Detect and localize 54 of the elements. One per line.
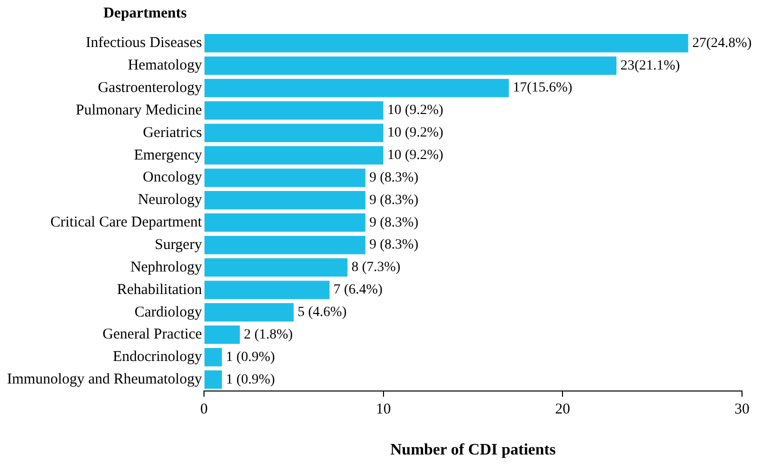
bar xyxy=(204,124,384,142)
data-label: 2 (1.8%) xyxy=(244,327,294,342)
bar xyxy=(204,258,348,277)
y-tick-label: Oncology xyxy=(142,170,202,186)
data-label: 1 (0.9%) xyxy=(226,372,276,388)
x-tick-label: 20 xyxy=(555,402,570,418)
x-tick-label: 30 xyxy=(734,402,750,418)
data-label: 17(15.6%) xyxy=(512,80,573,96)
x-tick-label: 0 xyxy=(200,402,208,418)
y-tick-label: Emergency xyxy=(134,147,202,164)
y-tick-label: Rehabilitation xyxy=(116,282,202,298)
y-tick-label: Nephrology xyxy=(130,259,202,276)
bar xyxy=(204,190,366,210)
y-tick-label: Hematology xyxy=(128,58,202,74)
data-label: 7 (6.4%) xyxy=(334,282,383,298)
y-tick-label: Pulmonary Medicine xyxy=(76,102,202,118)
y-tick-label: Geriatrics xyxy=(142,124,202,141)
data-label: 27(24.8%) xyxy=(692,36,752,51)
data-label: 9 (8.3%) xyxy=(369,238,419,253)
y-tick-label: Cardiology xyxy=(134,304,202,320)
bar xyxy=(204,348,222,366)
y-tick-label: Critical Care Department xyxy=(50,214,203,231)
data-label: 9 (8.3%) xyxy=(369,215,419,230)
bar xyxy=(204,146,384,165)
y-tick-label: Endocrinology xyxy=(112,349,202,366)
bar xyxy=(204,280,330,300)
data-label: 5 (4.6%) xyxy=(298,304,347,320)
y-tick-label: Gastroenterology xyxy=(98,80,202,96)
y-tick-label: General Practice xyxy=(102,326,202,343)
y-axis-title: Departments xyxy=(103,5,187,22)
bar xyxy=(204,34,688,52)
bar xyxy=(204,78,509,98)
data-label: 9 (8.3%) xyxy=(369,192,419,208)
bar xyxy=(204,236,366,254)
y-tick-label: Immunology and Rheumatology xyxy=(6,372,202,388)
bar xyxy=(204,56,616,75)
bar xyxy=(204,326,240,344)
data-label: 10 (9.2%) xyxy=(387,148,444,164)
bar xyxy=(204,370,222,389)
y-tick-label: Infectious Diseases xyxy=(86,35,202,52)
bar xyxy=(204,101,384,120)
x-tick-label: 10 xyxy=(376,402,391,418)
y-tick-label: Surgery xyxy=(154,236,202,253)
data-label: 1 (0.9%) xyxy=(226,350,276,365)
bar xyxy=(204,213,366,232)
y-tick-label: Neurology xyxy=(138,192,202,208)
data-label: 9 (8.3%) xyxy=(369,170,419,186)
x-axis-title: Number of CDI patients xyxy=(390,442,556,459)
bar xyxy=(204,303,294,322)
bar xyxy=(204,168,366,187)
data-label: 8 (7.3%) xyxy=(351,260,401,276)
data-label: 23(21.1%) xyxy=(620,58,680,74)
data-label: 10 (9.2%) xyxy=(387,126,444,141)
data-label: 10 (9.2%) xyxy=(387,103,444,118)
